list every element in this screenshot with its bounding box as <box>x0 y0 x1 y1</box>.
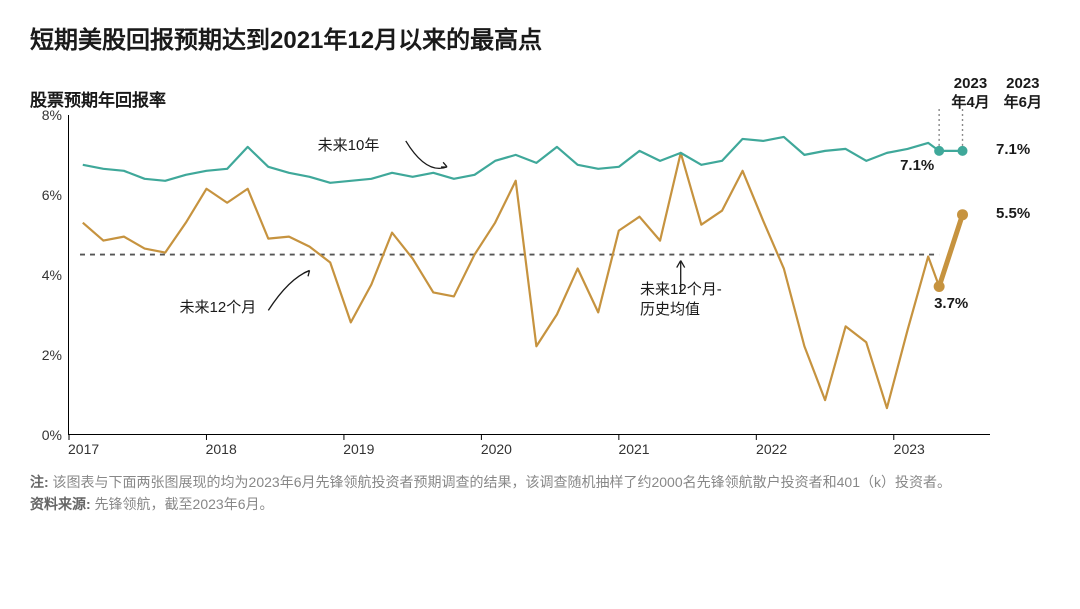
y-axis: 0%2%4%6%8% <box>30 115 68 435</box>
label-ten-year: 未来10年 <box>318 134 380 155</box>
chart-title: 短期美股回报预期达到2021年12月以来的最高点 <box>30 20 1050 55</box>
value-12m-jun: 5.5% <box>996 205 1030 222</box>
label-apr: 2023年4月 <box>951 75 989 113</box>
x-tick: 2023 <box>894 441 990 457</box>
x-tick: 2022 <box>756 441 894 457</box>
chart-subtitle: 股票预期年回报率 <box>30 86 951 111</box>
header-row: 股票预期年回报率 2023年4月 2023年6月 <box>30 75 1050 115</box>
source-text: 先锋领航，截至2023年6月。 <box>91 496 274 512</box>
chart-svg <box>69 115 990 434</box>
x-tick: 2021 <box>618 441 756 457</box>
y-tick: 0% <box>42 427 62 443</box>
note-text: 该图表与下面两张图展现的均为2023年6月先锋领航投资者预期调查的结果，该调查随… <box>49 474 951 490</box>
plot-area: 未来10年 未来12个月 未来12个月-历史均值 7.1% 3.7% <box>68 115 990 435</box>
value-10y-apr: 7.1% <box>900 157 934 174</box>
y-tick: 8% <box>42 107 62 123</box>
value-10y-jun: 7.1% <box>996 141 1030 158</box>
x-tick: 2018 <box>206 441 344 457</box>
note-label: 注: <box>30 474 49 490</box>
label-twelve-month: 未来12个月 <box>180 296 257 317</box>
end-date-labels: 2023年4月 2023年6月 <box>951 75 1050 113</box>
source-label: 资料来源: <box>30 496 91 512</box>
label-reference: 未来12个月-历史均值 <box>640 280 722 319</box>
ten_year-line <box>83 136 963 182</box>
right-margin: 7.1% 5.5% <box>990 115 1050 435</box>
x-tick: 2019 <box>343 441 481 457</box>
chart-area: 0%2%4%6%8% 未来10年 未来12个月 未来12个月-历史均值 7.1%… <box>30 115 1050 435</box>
x-tick: 2017 <box>68 441 206 457</box>
x-tick: 2020 <box>481 441 619 457</box>
x-axis: 2017201820192020202120222023 <box>68 441 1050 457</box>
twelve_month-line <box>83 152 963 407</box>
footnote: 注: 该图表与下面两张图展现的均为2023年6月先锋领航投资者预期调查的结果，该… <box>30 471 1050 516</box>
y-tick: 4% <box>42 267 62 283</box>
label-jun: 2023年6月 <box>1004 75 1042 113</box>
value-12m-apr: 3.7% <box>934 295 968 312</box>
y-tick: 6% <box>42 187 62 203</box>
y-tick: 2% <box>42 347 62 363</box>
